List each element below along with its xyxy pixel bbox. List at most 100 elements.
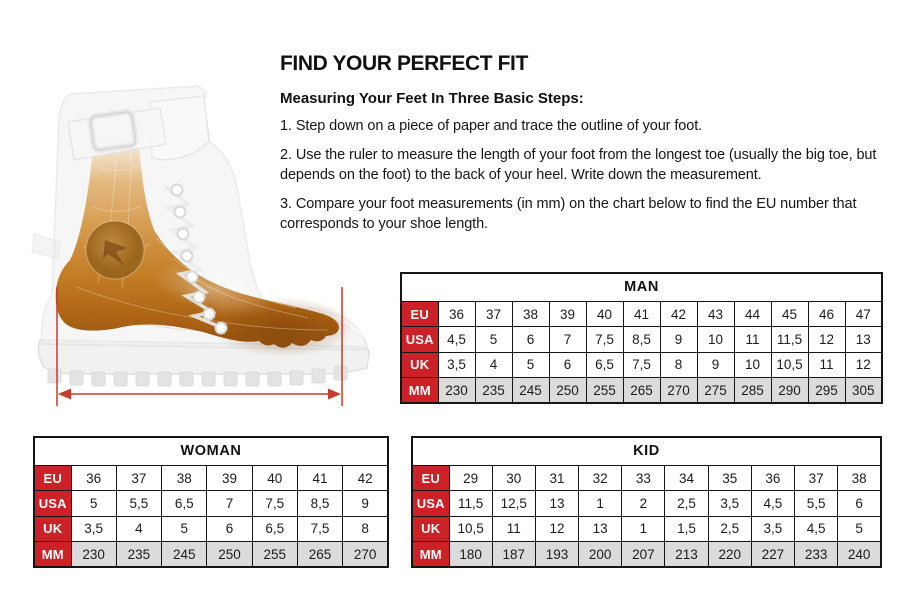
size-cell: 233 xyxy=(793,541,839,568)
kid-size-table-container: KID EU 29 30 31 32 33 34 35 36 37 38 USA 11,5 12,5 13 1 2… xyxy=(411,436,882,568)
size-cell: 3,5 xyxy=(437,351,476,379)
size-cell: 4,5 xyxy=(793,515,839,543)
size-cell: 230 xyxy=(70,541,117,568)
size-cell: 34 xyxy=(664,464,709,492)
size-cell: 29 xyxy=(448,464,493,492)
size-cell: 275 xyxy=(696,377,735,404)
row-label: EU xyxy=(33,464,72,492)
man-size-table-container: MAN EU 36 37 38 39 40 41 42 43 44 45 46 47 USA 4,5 5 6 7 7,… xyxy=(400,272,883,404)
size-cell: 6 xyxy=(548,351,587,379)
size-cell: 6,5 xyxy=(585,351,624,379)
size-cell: 37 xyxy=(793,464,839,492)
row-label: USA xyxy=(400,326,439,353)
size-cell: 13 xyxy=(844,326,883,353)
man-size-table: MAN EU 36 37 38 39 40 41 42 43 44 45 46 47 USA 4,5 5 6 7 7,… xyxy=(400,272,883,404)
size-cell: 45 xyxy=(770,300,809,328)
size-cell: 255 xyxy=(585,377,624,404)
row-label: MM xyxy=(411,541,450,568)
size-cell: 12 xyxy=(534,515,580,543)
size-cell: 11 xyxy=(491,515,536,543)
size-cell: 235 xyxy=(474,377,513,404)
size-cell: 5 xyxy=(511,351,550,379)
size-cell: 2 xyxy=(621,490,666,517)
size-cell: 5 xyxy=(837,515,882,543)
size-cell: 5 xyxy=(474,326,513,353)
size-cell: 4,5 xyxy=(437,326,476,353)
size-cell: 235 xyxy=(115,541,163,568)
size-cell: 39 xyxy=(206,464,253,492)
table-title: MAN xyxy=(400,272,883,302)
size-cell: 7 xyxy=(206,490,253,517)
size-cell: 240 xyxy=(837,541,882,568)
size-cell: 7,5 xyxy=(296,515,344,543)
size-cell: 290 xyxy=(770,377,809,404)
size-cell: 295 xyxy=(807,377,846,404)
brand-logo-icon xyxy=(103,240,127,265)
size-cell: 41 xyxy=(622,300,661,328)
size-cell: 11 xyxy=(733,326,772,353)
size-cell: 6 xyxy=(206,515,253,543)
size-cell: 265 xyxy=(622,377,661,404)
row-label: EU xyxy=(411,464,450,492)
size-cell: 10 xyxy=(696,326,735,353)
size-cell: 7 xyxy=(548,326,587,353)
size-cell: 2,5 xyxy=(707,515,752,543)
size-cell: 11,5 xyxy=(448,490,493,517)
size-cell: 305 xyxy=(844,377,883,404)
size-cell: 8,5 xyxy=(296,490,344,517)
boot-laces xyxy=(163,183,228,335)
size-cell: 9 xyxy=(342,490,389,517)
size-cell: 44 xyxy=(733,300,772,328)
size-cell: 270 xyxy=(659,377,698,404)
size-cell: 4 xyxy=(474,351,513,379)
size-cell: 11 xyxy=(807,351,846,379)
woman-size-table: WOMAN EU 36 37 38 39 40 41 42 USA 5 5,5 6,5 7 7,5 8,5 9 U… xyxy=(33,436,389,568)
size-cell: 11,5 xyxy=(770,326,809,353)
page-title: FIND YOUR PERFECT FIT xyxy=(280,52,528,75)
row-label: UK xyxy=(411,515,450,543)
section-subtitle: Measuring Your Feet In Three Basic Steps… xyxy=(280,90,584,107)
lace-eyelets xyxy=(170,183,228,335)
size-cell: 7,5 xyxy=(622,351,661,379)
size-cell: 40 xyxy=(251,464,298,492)
size-cell: 43 xyxy=(696,300,735,328)
size-cell: 41 xyxy=(296,464,344,492)
size-cell: 207 xyxy=(621,541,666,568)
kid-size-table: KID EU 29 30 31 32 33 34 35 36 37 38 USA 11,5 12,5 13 1 2… xyxy=(411,436,882,568)
size-cell: 12,5 xyxy=(491,490,536,517)
size-cell: 250 xyxy=(206,541,253,568)
size-cell: 36 xyxy=(70,464,117,492)
size-cell: 3,5 xyxy=(70,515,117,543)
size-cell: 39 xyxy=(548,300,587,328)
size-cell: 13 xyxy=(578,515,623,543)
heel-strap-tail xyxy=(31,233,61,259)
size-cell: 12 xyxy=(807,326,846,353)
size-cell: 245 xyxy=(161,541,208,568)
size-cell: 42 xyxy=(659,300,698,328)
size-cell: 6,5 xyxy=(161,490,208,517)
instruction-step-2: 2. Use the ruler to measure the length o… xyxy=(280,147,877,183)
size-cell: 47 xyxy=(844,300,883,328)
size-cell: 265 xyxy=(296,541,344,568)
size-cell: 12 xyxy=(844,351,883,379)
size-cell: 40 xyxy=(585,300,624,328)
table-title: KID xyxy=(411,436,882,466)
size-cell: 6 xyxy=(837,490,882,517)
foot-mesh-grid-dark xyxy=(67,295,306,343)
size-cell: 180 xyxy=(448,541,493,568)
thermal-foot-boot-illustration xyxy=(31,85,370,406)
size-cell: 31 xyxy=(534,464,580,492)
row-label: USA xyxy=(33,490,72,517)
size-cell: 1,5 xyxy=(664,515,709,543)
size-cell: 213 xyxy=(664,541,709,568)
size-cell: 227 xyxy=(750,541,796,568)
size-cell: 9 xyxy=(696,351,735,379)
size-cell: 3,5 xyxy=(750,515,796,543)
row-label: UK xyxy=(400,351,439,379)
size-cell: 8 xyxy=(659,351,698,379)
size-cell: 200 xyxy=(578,541,623,568)
row-label: MM xyxy=(33,541,72,568)
size-cell: 37 xyxy=(474,300,513,328)
size-cell: 230 xyxy=(437,377,476,404)
